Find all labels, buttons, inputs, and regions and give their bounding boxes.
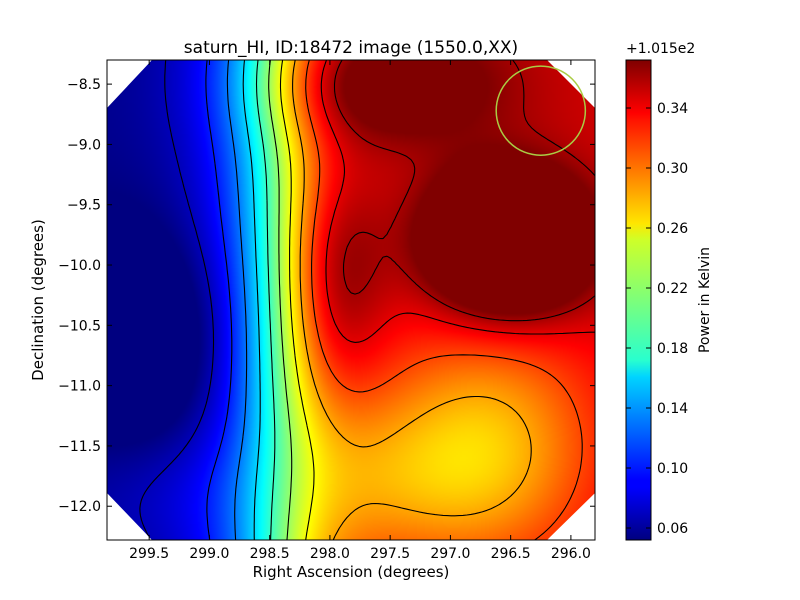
- contour-line: [226, 60, 248, 540]
- contour-line: [279, 60, 315, 540]
- contour-line: [255, 60, 276, 540]
- chart-title: saturn_HI, ID:18472 image (1550.0,XX): [184, 38, 518, 58]
- x-tick-label: 299.5: [129, 546, 169, 562]
- contour-line: [242, 60, 261, 540]
- colorbar-tick-label: 0.26: [657, 221, 688, 237]
- x-tick-label: 299.0: [189, 546, 229, 562]
- contour-line: [292, 60, 532, 540]
- colorbar-label: Power in Kelvin: [697, 247, 713, 353]
- x-tick-label: 296.0: [551, 546, 591, 562]
- colorbar-gradient: [625, 59, 652, 541]
- contour-line: [205, 60, 233, 540]
- colorbar-tick-label: 0.18: [657, 341, 688, 357]
- y-axis: −8.5 −9.0 −9.5 −10.0 −10.5 −11.0 −11.5 −12.0: [58, 77, 595, 515]
- y-tick-label: −8.5: [67, 77, 101, 93]
- x-tick-label: 297.0: [430, 546, 470, 562]
- x-tick-label: 298.0: [310, 546, 350, 562]
- x-axis: 299.5 299.0 298.5 298.0 297.5 297.0 296.5 296.0: [129, 60, 591, 562]
- x-tick-label: 297.5: [370, 546, 410, 562]
- y-tick-label: −12.0: [58, 499, 101, 515]
- colorbar-tick-label: 0.34: [657, 101, 688, 117]
- contour-line: [333, 60, 595, 322]
- y-tick-label: −9.5: [67, 198, 101, 214]
- beam-circle: [495, 65, 587, 156]
- plot-frame: [106, 59, 596, 541]
- colorbar-tick-label: 0.30: [657, 161, 688, 177]
- colorbar-offset-label: +1.015e2: [626, 41, 695, 57]
- contour-line: [305, 60, 583, 540]
- y-tick-label: −10.0: [58, 258, 101, 274]
- x-tick-label: 296.5: [491, 546, 531, 562]
- y-tick-label: −11.0: [58, 379, 101, 395]
- x-axis-label: Right Ascension (degrees): [253, 563, 450, 581]
- x-tick-label: 298.5: [250, 546, 290, 562]
- contour-line: [320, 60, 595, 343]
- colorbar-tick-label: 0.22: [657, 281, 688, 297]
- colorbar-ticks: 0.06 0.10 0.14 0.18 0.22 0.26 0.30 0.34: [626, 101, 688, 537]
- y-tick-label: −11.5: [58, 439, 101, 455]
- colorbar: 0.06 0.10 0.14 0.18 0.22 0.26 0.30 0.34 +1.015e…: [625, 41, 713, 541]
- y-tick-label: −10.5: [58, 318, 101, 334]
- contour-lines: [139, 60, 595, 540]
- plot-area: [106, 59, 596, 541]
- contour-line: [139, 60, 215, 540]
- heatmap-image: [107, 60, 595, 540]
- colorbar-tick-label: 0.10: [657, 461, 688, 477]
- colorbar-tick-label: 0.06: [657, 521, 688, 537]
- y-tick-label: −9.0: [67, 137, 101, 153]
- colorbar-tick-label: 0.14: [657, 401, 688, 417]
- y-axis-label: Declination (degrees): [29, 219, 47, 381]
